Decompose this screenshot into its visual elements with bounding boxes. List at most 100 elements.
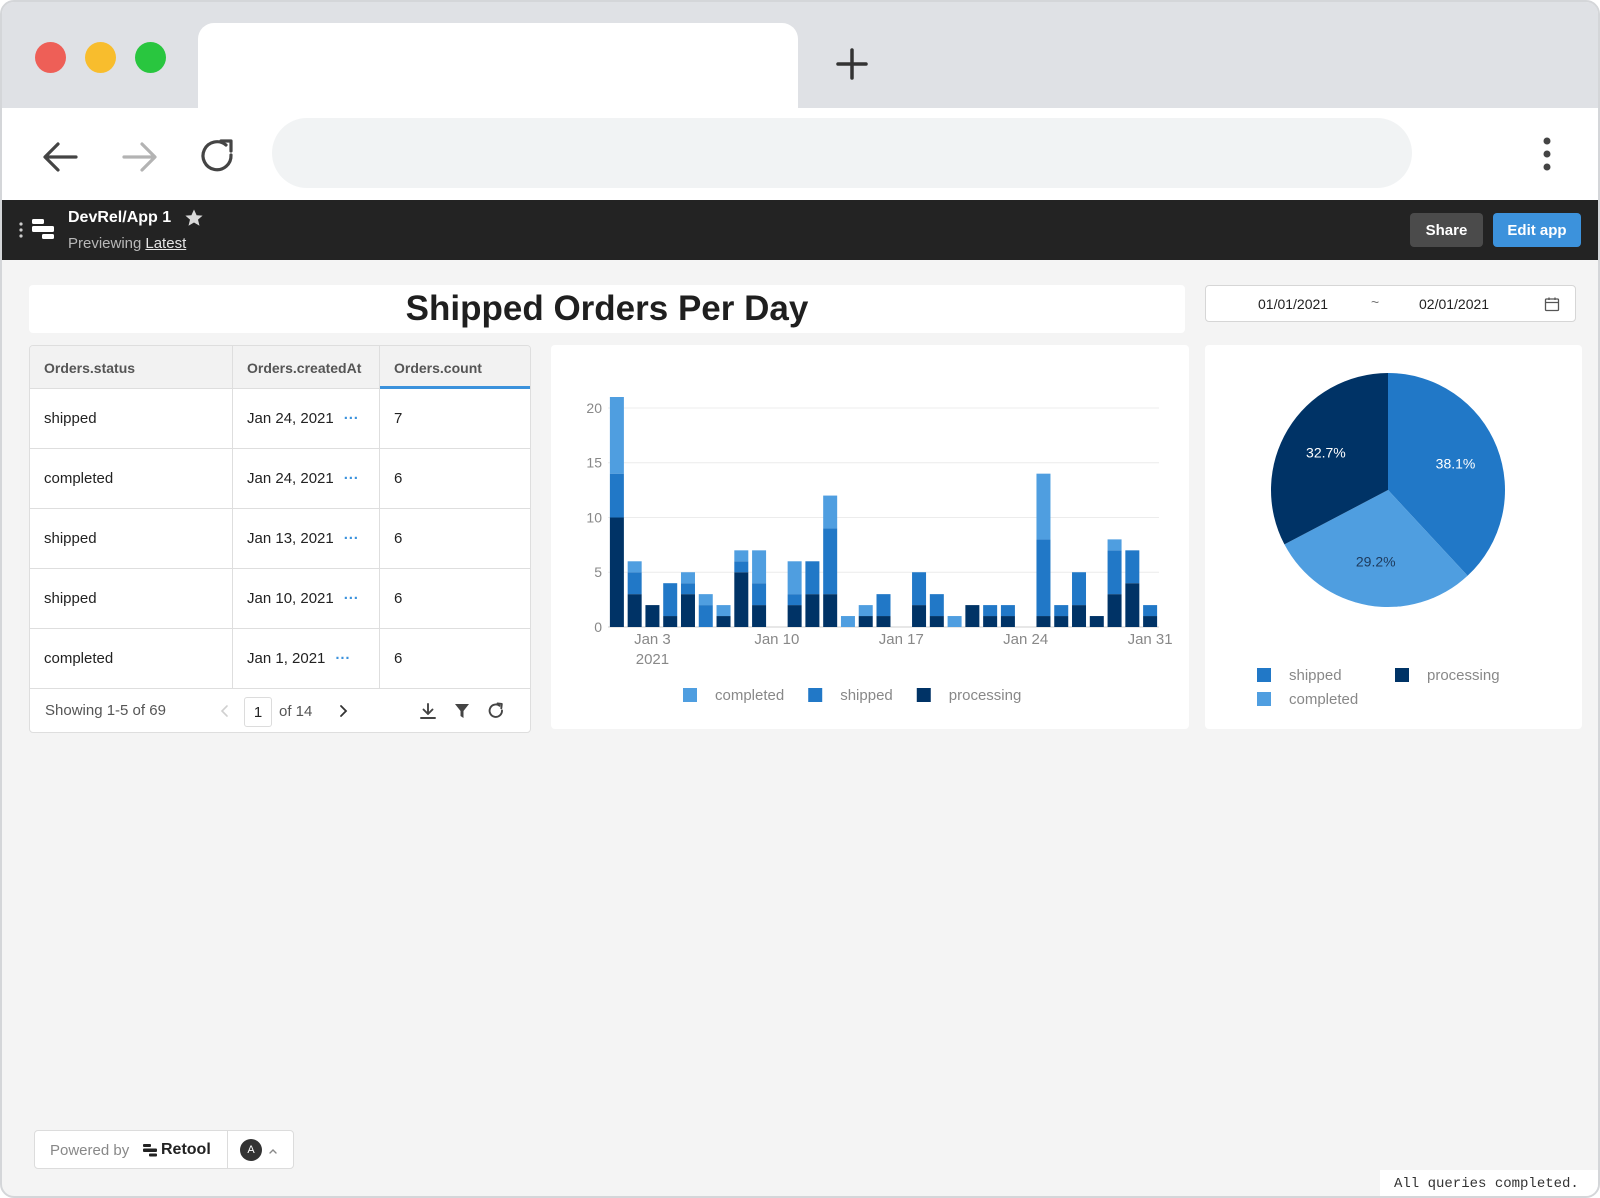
ellipsis-icon[interactable]: ··· bbox=[343, 410, 359, 427]
chevron-left-icon[interactable] bbox=[212, 697, 238, 725]
cell-count: 6 bbox=[394, 650, 403, 667]
download-icon[interactable] bbox=[418, 701, 438, 721]
retool-logo-icon[interactable] bbox=[30, 216, 56, 242]
bar-segment-shipped bbox=[912, 572, 927, 606]
filter-icon[interactable] bbox=[452, 701, 472, 721]
app-header: DevRel/App 1 Previewing Latest Share Edit… bbox=[2, 200, 1598, 260]
bar-segment-completed bbox=[734, 550, 749, 562]
bar-segment-shipped bbox=[609, 473, 624, 518]
minimize-window-button[interactable] bbox=[85, 42, 116, 73]
date-separator: ~ bbox=[1371, 294, 1380, 310]
powered-by-label: Powered by bbox=[50, 1142, 130, 1159]
bar-segment-completed bbox=[823, 495, 838, 529]
x-tick-label: Jan 17 bbox=[879, 631, 924, 648]
bar-segment-processing bbox=[645, 605, 660, 627]
legend-swatch-shipped bbox=[808, 688, 823, 702]
table-row[interactable]: shipped Jan 24, 2021 ··· 7 bbox=[30, 389, 530, 449]
bar-segment-processing bbox=[1036, 616, 1051, 627]
pie-slice-label: 29.2% bbox=[1356, 553, 1396, 569]
chevron-right-icon[interactable] bbox=[330, 697, 356, 725]
share-button[interactable]: Share bbox=[1410, 213, 1483, 247]
bar-segment-shipped bbox=[734, 561, 749, 573]
bar-segment-processing bbox=[627, 594, 642, 627]
bar-segment-completed bbox=[716, 605, 731, 617]
legend-swatch-processing bbox=[1395, 668, 1409, 682]
cell-status: shipped bbox=[30, 509, 233, 569]
previewing-label: Previewing bbox=[68, 235, 142, 252]
table-row[interactable]: completed Jan 24, 2021 ··· 6 bbox=[30, 449, 530, 509]
bar-segment-processing bbox=[1000, 616, 1015, 627]
page-title: Shipped Orders Per Day bbox=[29, 285, 1185, 333]
app-name[interactable]: DevRel/App 1 bbox=[68, 209, 172, 226]
bar-segment-shipped bbox=[805, 561, 820, 595]
bar-segment-completed bbox=[752, 550, 767, 584]
date-range-picker[interactable]: 01/01/2021 ~ 02/01/2021 bbox=[1205, 285, 1576, 322]
star-icon[interactable] bbox=[184, 208, 204, 228]
bar-segment-processing bbox=[752, 605, 767, 627]
pie-chart: 38.1% 29.2% 32.7% shipped processing complete… bbox=[1257, 373, 1505, 708]
bar-segment-shipped bbox=[663, 583, 678, 617]
cell-created-at: Jan 10, 2021 ··· bbox=[233, 569, 380, 629]
table-row[interactable]: completed Jan 1, 2021 ··· 6 bbox=[30, 629, 530, 689]
reload-icon[interactable] bbox=[195, 134, 241, 180]
cell-status: shipped bbox=[30, 569, 233, 629]
created-at-value: Jan 10, 2021 bbox=[247, 590, 334, 607]
browser-tab[interactable] bbox=[198, 23, 798, 108]
cell-count: 6 bbox=[394, 470, 403, 487]
column-header-status[interactable]: Orders.status bbox=[30, 346, 233, 389]
browser-toolbar bbox=[2, 108, 1598, 200]
page-number-input[interactable]: 1 bbox=[244, 697, 272, 727]
bar-segment-shipped bbox=[698, 605, 713, 627]
start-date[interactable]: 01/01/2021 bbox=[1258, 296, 1329, 312]
query-status: All queries completed. bbox=[1380, 1170, 1598, 1196]
bar-segment-processing bbox=[805, 594, 820, 627]
bar-chart: 0 5 10 15 20 Jan 3 2021 Jan 10 Jan 17 Jan 24 Jan 3… bbox=[586, 397, 1173, 704]
y-tick-label: 5 bbox=[594, 564, 602, 580]
maximize-window-button[interactable] bbox=[135, 42, 166, 73]
bar-segment-processing bbox=[912, 605, 927, 627]
bar-segment-completed bbox=[787, 561, 802, 595]
edit-app-button[interactable]: Edit app bbox=[1493, 213, 1581, 247]
column-header-created-at[interactable]: Orders.createdAt bbox=[233, 346, 380, 389]
table-row[interactable]: shipped Jan 10, 2021 ··· 6 bbox=[30, 569, 530, 629]
plus-icon[interactable] bbox=[832, 44, 872, 84]
legend-swatch-shipped bbox=[1257, 668, 1271, 682]
version-link[interactable]: Latest bbox=[145, 235, 187, 252]
address-bar[interactable] bbox=[272, 118, 1412, 188]
created-at-value: Jan 24, 2021 bbox=[247, 470, 334, 487]
ellipsis-icon[interactable]: ··· bbox=[343, 530, 359, 547]
ellipsis-icon[interactable]: ··· bbox=[343, 590, 359, 607]
ellipsis-icon[interactable]: ··· bbox=[335, 650, 351, 667]
close-window-button[interactable] bbox=[35, 42, 66, 73]
avatar[interactable]: A bbox=[240, 1139, 262, 1161]
page-count: of 14 bbox=[279, 703, 313, 720]
legend-swatch-completed bbox=[1257, 692, 1271, 706]
column-header-count[interactable]: Orders.count bbox=[380, 346, 530, 389]
bar-segment-processing bbox=[983, 616, 998, 627]
arrow-left-icon[interactable] bbox=[38, 134, 84, 180]
cell-status: completed bbox=[30, 449, 233, 509]
bar-segment-processing bbox=[1089, 616, 1104, 627]
refresh-icon[interactable] bbox=[486, 701, 506, 721]
retool-brand[interactable]: Retool bbox=[161, 1141, 211, 1158]
divider bbox=[227, 1131, 228, 1168]
end-date[interactable]: 02/01/2021 bbox=[1419, 296, 1490, 312]
table-header: Orders.status Orders.createdAt Orders.co… bbox=[30, 346, 530, 389]
bar-chart-card: 0 5 10 15 20 Jan 3 2021 Jan 10 Jan 17 Jan 24 Jan 3… bbox=[551, 345, 1189, 729]
calendar-icon[interactable] bbox=[1544, 296, 1560, 312]
menu-dots-icon[interactable] bbox=[18, 222, 24, 238]
bar-segment-completed bbox=[1036, 473, 1051, 540]
bar-segment-processing bbox=[965, 605, 980, 627]
ellipsis-icon[interactable]: ··· bbox=[343, 470, 359, 487]
created-at-value: Jan 1, 2021 bbox=[247, 650, 326, 667]
bar-segment-completed bbox=[858, 605, 873, 617]
chevron-up-icon[interactable] bbox=[267, 1144, 279, 1156]
arrow-right-icon[interactable] bbox=[116, 134, 162, 180]
table-row[interactable]: shipped Jan 13, 2021 ··· 6 bbox=[30, 509, 530, 569]
bar-segment-processing bbox=[787, 605, 802, 627]
kebab-icon[interactable] bbox=[1532, 134, 1562, 174]
bar-segment-processing bbox=[1054, 616, 1069, 627]
y-tick-label: 20 bbox=[586, 400, 602, 416]
bar-segment-processing bbox=[1125, 583, 1140, 627]
